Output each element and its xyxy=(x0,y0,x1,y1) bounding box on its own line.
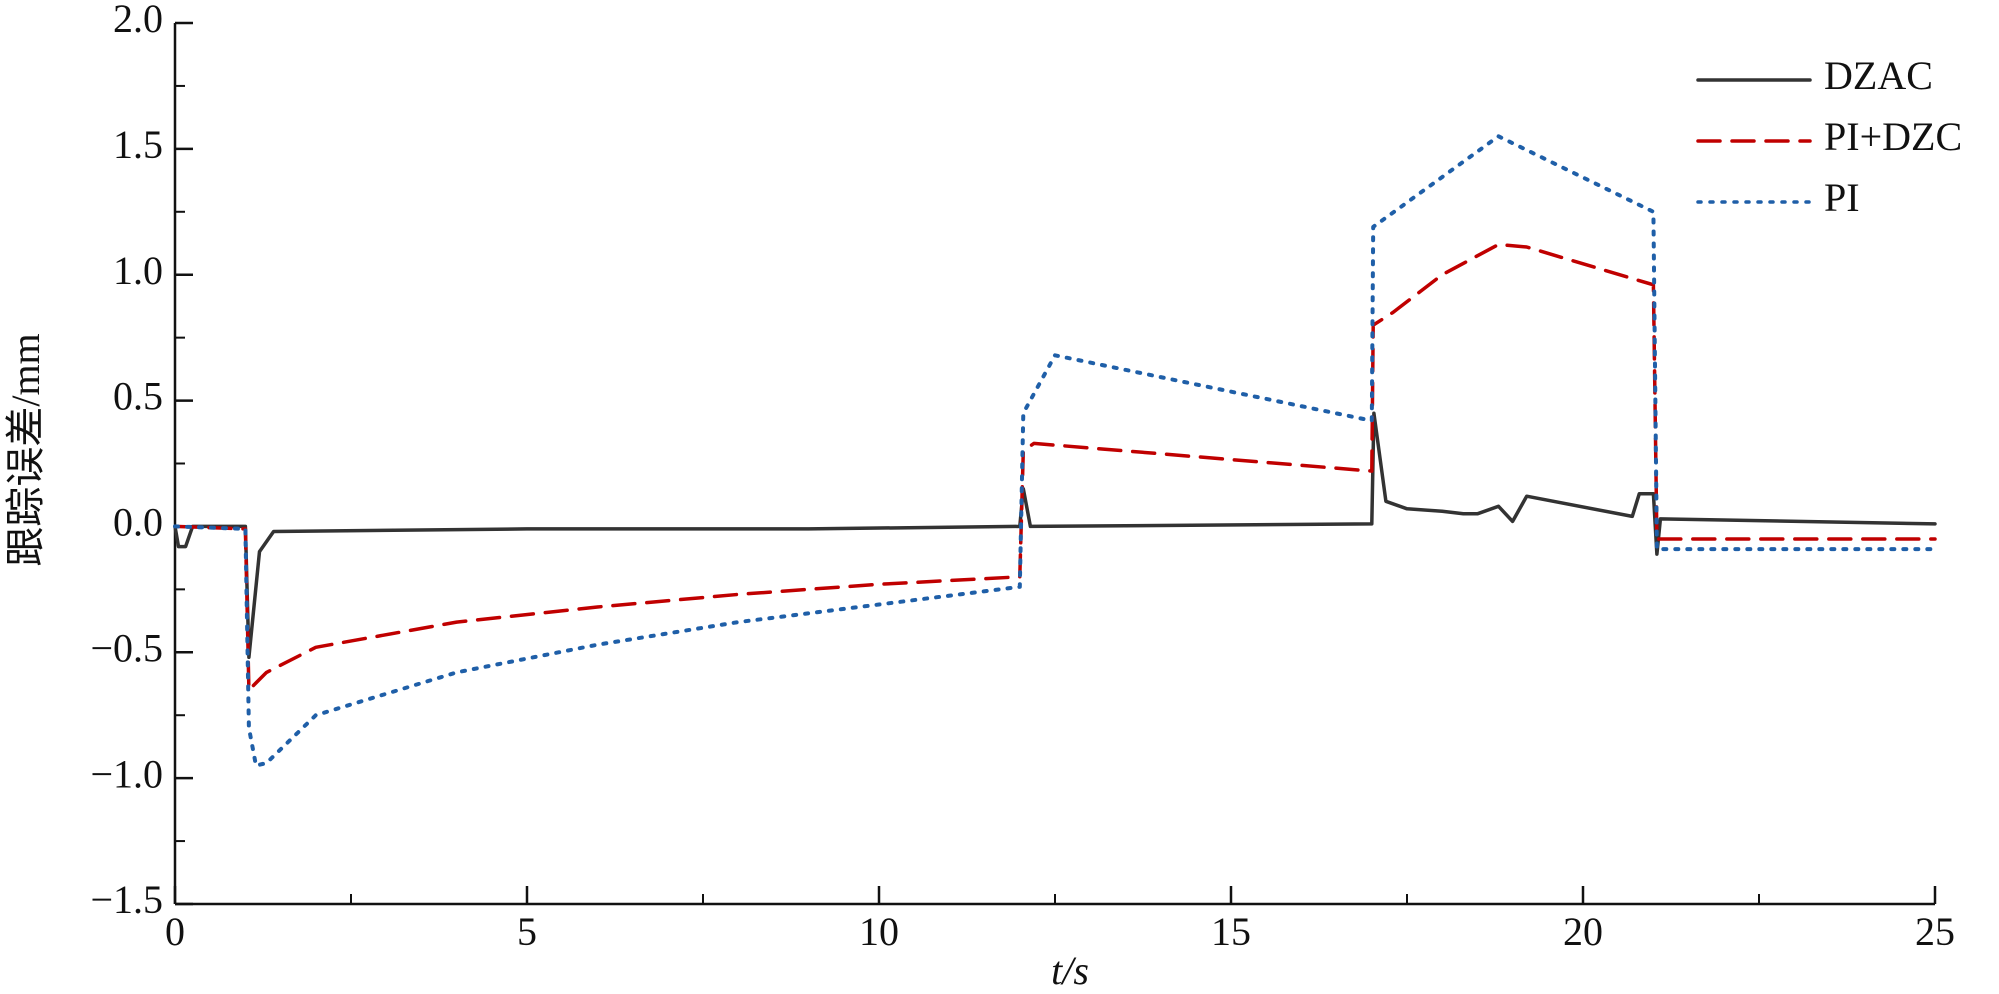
legend-label: PI xyxy=(1824,175,1860,220)
legend-label: DZAC xyxy=(1824,53,1933,98)
x-tick-label: 15 xyxy=(1211,909,1251,954)
x-tick-label: 25 xyxy=(1915,909,1955,954)
x-tick-label: 10 xyxy=(859,909,899,954)
y-tick-label: −1.0 xyxy=(90,751,163,796)
x-tick-label: 5 xyxy=(517,909,537,954)
y-tick-label: 0.0 xyxy=(113,500,163,545)
y-tick-label: 1.5 xyxy=(113,122,163,167)
y-tick-label: 1.0 xyxy=(113,248,163,293)
series-line xyxy=(173,242,1937,692)
x-tick-label: 20 xyxy=(1563,909,1603,954)
legend-label: PI+DZC xyxy=(1824,114,1962,159)
y-tick-label: 2.0 xyxy=(113,0,163,41)
y-tick-label: −0.5 xyxy=(90,625,163,670)
series-line xyxy=(173,411,1937,660)
series-line xyxy=(173,134,1937,768)
x-tick-label: 0 xyxy=(165,909,185,954)
x-axis-label: t/s xyxy=(1051,948,1089,993)
y-axis-label: 跟踪误差/mm xyxy=(3,333,48,566)
y-tick-label: 0.5 xyxy=(113,374,163,419)
y-tick-label: −1.5 xyxy=(90,877,163,922)
